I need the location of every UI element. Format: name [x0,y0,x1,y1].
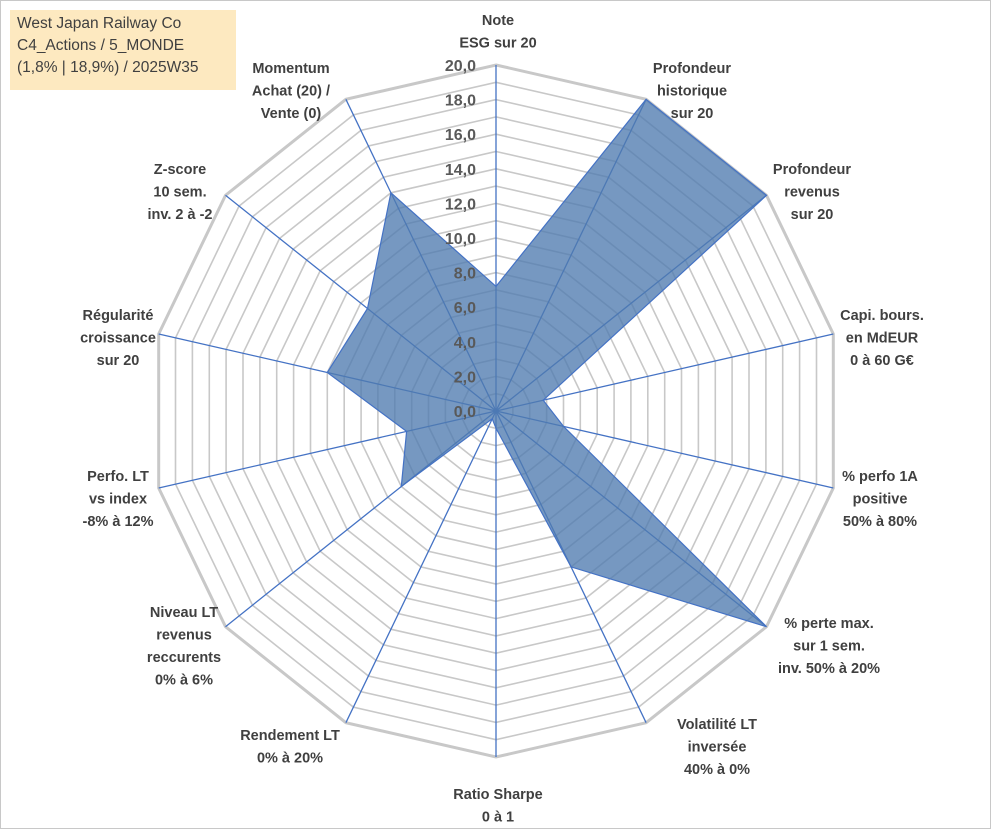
tick-label: 4,0 [454,335,476,352]
axis-label-line: 0% à 20% [257,751,323,767]
axis-label-line: -8% à 12% [83,514,154,530]
axis-label-line: inv. 2 à -2 [147,207,212,223]
axis-label-line: Momentum [252,61,329,77]
axis-spoke [495,333,834,412]
title-line-stats: (1,8% | 18,9%) / 2025W35 [17,59,199,76]
axis-label: % perfo 1A positive 50% à 80% [842,469,918,530]
axis-label-line: 10 sem. [153,185,206,201]
series-area [326,98,768,628]
tick-label: 12,0 [445,196,476,213]
tick-label: 18,0 [445,93,476,110]
axis-label-line: Niveau LT [150,605,218,621]
axis-label-line: Volatilité LT [677,717,757,733]
axis-label-line: en MdEUR [846,331,919,347]
axis-label-line: sur 1 sem. [793,639,865,655]
axis-label: Z-score 10 sem. inv. 2 à -2 [147,162,212,223]
axis-label: Profondeur revenus sur 20 [773,162,851,223]
tick-label: 16,0 [445,127,476,144]
axis-label: Volatilité LT inversée 40% à 0% [677,717,757,778]
axis-label-line: 40% à 0% [684,762,750,778]
axis-label-line: % perte max. [784,616,873,632]
chart-title-box: West Japan Railway Co C4_Actions / 5_MON… [10,10,236,90]
axis-label: Régularité croissance sur 20 [80,308,156,369]
axis-label: Rendement LT 0% à 20% [240,728,340,767]
axis-label: Note ESG sur 20 [459,13,536,52]
axis-label-line: Achat (20) / [252,84,330,100]
tick-label: 14,0 [445,162,476,179]
axis-label-line: revenus [156,628,212,644]
title-line-category: C4_Actions / 5_MONDE [17,37,185,54]
axis-label-line: % perfo 1A [842,469,918,485]
axis-spoke [345,410,497,723]
axis-label-line: 50% à 80% [843,514,917,530]
axis-label-line: reccurents [147,650,221,666]
radar-series [326,98,768,628]
axis-label-line: croissance [80,331,156,347]
axis-label-line: ESG sur 20 [459,36,536,52]
axis-label-line: Ratio Sharpe [453,787,542,803]
axis-label: Capi. bours. en MdEUR 0 à 60 G€ [840,308,924,369]
tick-label: 20,0 [445,58,476,75]
axis-label-line: 0% à 6% [155,673,213,689]
axis-label-line: historique [657,84,727,100]
axis-label-line: inversée [688,740,747,756]
axis-label-line: Z-score [154,162,206,178]
axis-label-line: vs index [89,492,147,508]
axis-label-line: Profondeur [653,61,731,77]
axis-label: Profondeur historique sur 20 [653,61,731,122]
axis-labels: Note ESG sur 20 Profondeur historique sur 20… [80,13,924,826]
axis-label-line: revenus [784,185,840,201]
axis-label: Momentum Achat (20) / Vente (0) [252,61,330,122]
tick-label: 10,0 [445,231,476,248]
axis-label-line: Perfo. LT [87,469,149,485]
axis-label-line: 0 à 1 [482,810,514,826]
axis-label-line: 0 à 60 G€ [850,353,914,369]
axis-label-line: Vente (0) [261,106,322,122]
axis-label-line: Capi. bours. [840,308,924,324]
axis-label: Ratio Sharpe 0 à 1 [453,787,542,826]
tick-label: 8,0 [454,266,476,283]
axis-label-line: Profondeur [773,162,851,178]
tick-label: 2,0 [454,369,476,386]
axis-label: Niveau LT revenus reccurents 0% à 6% [147,605,221,689]
axis-label: Perfo. LT vs index -8% à 12% [83,469,154,530]
axis-label: % perte max. sur 1 sem. inv. 50% à 20% [778,616,880,677]
tick-label: 0,0 [454,404,476,421]
axis-label-line: inv. 50% à 20% [778,661,880,677]
tick-label: 6,0 [454,300,476,317]
axis-label-line: sur 20 [97,353,140,369]
axis-label-line: sur 20 [791,207,834,223]
axis-label-line: Régularité [83,308,154,324]
axis-label-line: Rendement LT [240,728,340,744]
axis-label-line: Note [482,13,514,29]
title-line-company: West Japan Railway Co [17,15,182,32]
axis-label-line: positive [853,492,908,508]
axis-label-line: sur 20 [671,106,714,122]
radial-tick-labels: 0,0 2,0 4,0 6,0 8,0 10,0 12,0 14,0 16,0 18,0 20,0 [445,58,476,421]
